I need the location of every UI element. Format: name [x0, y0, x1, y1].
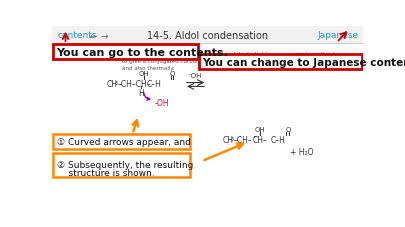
Text: O: O — [286, 126, 291, 132]
Text: ): ) — [333, 52, 335, 57]
Text: H: H — [138, 89, 144, 98]
FancyArrowPatch shape — [144, 93, 150, 101]
Text: contents: contents — [58, 31, 97, 40]
Text: 3: 3 — [230, 137, 233, 142]
Text: 14-5. Aldol condensation: 14-5. Aldol condensation — [147, 31, 268, 41]
Text: C̈H–: C̈H– — [253, 135, 267, 144]
Text: OH: OH — [139, 70, 149, 76]
Text: –CH–CH–: –CH–CH– — [118, 79, 151, 88]
Text: OH: OH — [254, 126, 265, 132]
Text: ② Subsequently, the resulting: ② Subsequently, the resulting — [57, 161, 194, 170]
Text: to give a conjugated carbonyl c: to give a conjugated carbonyl c — [122, 59, 210, 64]
Text: ←: ← — [90, 31, 97, 40]
FancyBboxPatch shape — [53, 45, 198, 60]
Text: + H₂O: + H₂O — [290, 148, 314, 157]
Text: ⁻OH: ⁻OH — [188, 73, 202, 79]
Text: onyl compound) is dehydrated (: onyl compound) is dehydrated ( — [179, 52, 267, 57]
Text: 14-5. Aldol condensation.: 14-5. Aldol condensation. — [122, 46, 193, 51]
Text: C–H: C–H — [271, 135, 286, 144]
Text: CH: CH — [223, 135, 234, 144]
Text: You can change to Japanese contents.: You can change to Japanese contents. — [202, 57, 405, 67]
Text: CH: CH — [107, 79, 118, 88]
Text: condensation: condensation — [295, 52, 332, 57]
Text: O: O — [170, 70, 175, 76]
Text: →: → — [100, 31, 108, 40]
FancyBboxPatch shape — [53, 153, 190, 178]
Text: You can go to the contents.: You can go to the contents. — [56, 48, 228, 57]
Text: -OH: -OH — [155, 99, 169, 108]
Text: –CH–: –CH– — [233, 135, 252, 144]
Text: and also thermally.: and also thermally. — [122, 66, 175, 71]
FancyBboxPatch shape — [53, 135, 190, 149]
Text: Japanese: Japanese — [318, 31, 359, 40]
Text: structure is shown.: structure is shown. — [57, 168, 155, 177]
Text: 3: 3 — [115, 81, 118, 86]
Text: ① Curved arrows appear, and: ① Curved arrows appear, and — [57, 138, 191, 147]
Text: C–H: C–H — [147, 79, 162, 88]
Bar — [52, 27, 364, 44]
FancyBboxPatch shape — [200, 55, 362, 70]
